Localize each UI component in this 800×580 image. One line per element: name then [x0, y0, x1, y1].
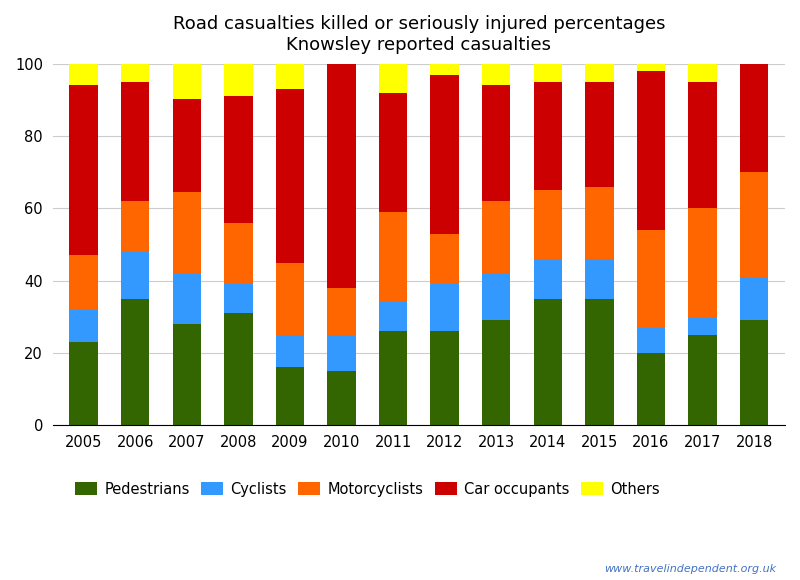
Bar: [121, 201, 150, 252]
Bar: [173, 64, 201, 99]
Bar: [224, 64, 253, 96]
Bar: [534, 299, 562, 425]
Bar: [224, 96, 253, 223]
Bar: [173, 274, 201, 324]
Bar: [327, 371, 356, 425]
Bar: [276, 367, 304, 425]
Bar: [688, 317, 717, 335]
Bar: [534, 190, 562, 259]
Bar: [482, 85, 510, 201]
Bar: [740, 172, 768, 277]
Bar: [121, 252, 150, 299]
Bar: [379, 64, 407, 93]
Bar: [482, 273, 510, 320]
Bar: [740, 64, 768, 172]
Bar: [224, 223, 253, 284]
Bar: [637, 353, 665, 425]
Bar: [276, 64, 304, 89]
Bar: [637, 71, 665, 230]
Legend: Pedestrians, Cyclists, Motorcyclists, Car occupants, Others: Pedestrians, Cyclists, Motorcyclists, Ca…: [70, 476, 666, 503]
Bar: [688, 64, 717, 82]
Bar: [327, 335, 356, 371]
Bar: [379, 331, 407, 425]
Bar: [430, 234, 459, 284]
Bar: [430, 284, 459, 331]
Bar: [379, 93, 407, 212]
Bar: [534, 259, 562, 299]
Bar: [430, 75, 459, 234]
Bar: [585, 187, 614, 259]
Bar: [173, 99, 201, 192]
Bar: [224, 313, 253, 425]
Bar: [70, 85, 98, 255]
Bar: [276, 263, 304, 335]
Text: www.travelindependent.org.uk: www.travelindependent.org.uk: [604, 564, 776, 574]
Bar: [534, 64, 562, 82]
Bar: [585, 64, 614, 82]
Bar: [70, 64, 98, 85]
Bar: [534, 82, 562, 190]
Bar: [276, 335, 304, 367]
Bar: [379, 302, 407, 331]
Bar: [637, 230, 665, 328]
Bar: [121, 299, 150, 425]
Bar: [327, 64, 356, 288]
Bar: [482, 320, 510, 425]
Bar: [585, 259, 614, 299]
Bar: [173, 324, 201, 425]
Bar: [688, 335, 717, 425]
Title: Road casualties killed or seriously injured percentages
Knowsley reported casual: Road casualties killed or seriously inju…: [173, 15, 665, 54]
Bar: [637, 328, 665, 353]
Bar: [482, 64, 510, 85]
Bar: [585, 299, 614, 425]
Bar: [70, 310, 98, 342]
Bar: [740, 277, 768, 320]
Bar: [224, 284, 253, 313]
Bar: [173, 192, 201, 274]
Bar: [637, 64, 665, 71]
Bar: [276, 89, 304, 263]
Bar: [688, 208, 717, 317]
Bar: [430, 64, 459, 75]
Bar: [740, 320, 768, 425]
Bar: [482, 201, 510, 273]
Bar: [585, 82, 614, 187]
Bar: [70, 255, 98, 310]
Bar: [70, 342, 98, 425]
Bar: [121, 64, 150, 82]
Bar: [430, 331, 459, 425]
Bar: [688, 82, 717, 208]
Bar: [327, 288, 356, 335]
Bar: [121, 82, 150, 201]
Bar: [379, 212, 407, 302]
